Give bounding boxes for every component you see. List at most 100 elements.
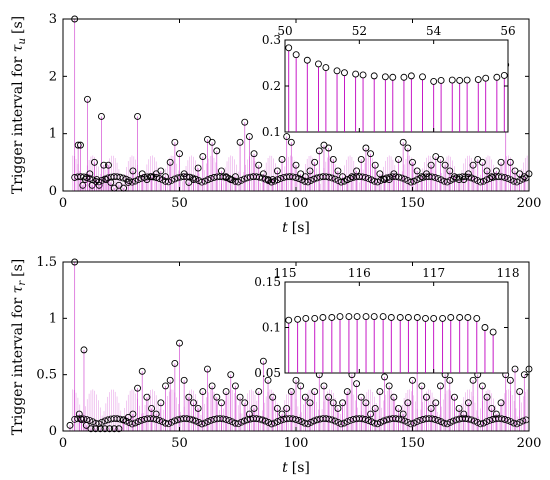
data-point	[306, 399, 314, 407]
data-point	[297, 382, 305, 390]
data-point	[410, 419, 418, 427]
data-point	[498, 173, 506, 181]
data-point	[171, 175, 179, 183]
y-tick-label: 1	[49, 311, 57, 326]
inset-point	[407, 72, 415, 80]
data-point	[501, 174, 509, 181]
data-point	[311, 388, 319, 396]
data-point	[198, 420, 206, 428]
data-point	[128, 178, 136, 186]
data-point	[480, 419, 487, 427]
data-point	[256, 415, 263, 423]
bottom-inset-frame	[284, 281, 509, 374]
data-point	[311, 158, 319, 166]
data-point	[236, 138, 244, 146]
data-point	[166, 376, 174, 384]
data-point	[353, 380, 361, 388]
data-point	[329, 399, 337, 407]
data-point	[283, 133, 291, 140]
data-point	[507, 418, 515, 426]
data-point	[207, 175, 215, 182]
data-point	[273, 405, 281, 412]
data-point	[222, 416, 230, 423]
data-point	[390, 393, 398, 401]
y-tick-label: 0.5	[36, 368, 57, 383]
data-point	[486, 416, 494, 424]
inset-point	[336, 313, 344, 321]
data-point	[131, 419, 139, 427]
x-tick-label: 0	[59, 196, 67, 211]
data-point	[469, 376, 477, 384]
inset-point	[463, 76, 471, 84]
data-point	[134, 176, 142, 184]
inset-point	[362, 313, 370, 321]
data-point	[455, 405, 463, 412]
inset-point	[341, 69, 348, 77]
data-point	[428, 415, 436, 423]
data-point	[328, 174, 336, 182]
data-point	[377, 177, 384, 184]
data-point	[207, 416, 215, 424]
bottom-ticks: 0 50 100 150 200 0 0.5 1 1.5	[36, 255, 541, 451]
data-point	[157, 399, 165, 407]
data-point	[104, 161, 112, 169]
data-point	[516, 177, 524, 184]
data-point	[250, 405, 258, 412]
inset-point	[285, 316, 293, 324]
data-point	[176, 339, 183, 347]
data-point	[477, 178, 484, 186]
data-point	[236, 393, 244, 401]
data-point	[192, 175, 200, 183]
inset-point	[315, 60, 322, 68]
inset-point	[396, 314, 404, 321]
data-point	[287, 138, 295, 146]
inset-point	[311, 314, 319, 322]
data-point	[217, 399, 225, 407]
data-point	[413, 176, 421, 184]
data-point	[153, 174, 160, 181]
data-point	[357, 393, 365, 401]
data-point	[271, 419, 278, 427]
data-point	[225, 175, 233, 182]
inset-point	[439, 314, 447, 322]
inset-point	[464, 314, 472, 321]
data-point	[315, 147, 323, 155]
data-point	[501, 416, 509, 423]
data-point	[159, 418, 166, 426]
x-tick-label: 100	[284, 196, 309, 211]
inset-point	[430, 314, 438, 322]
data-point	[255, 161, 263, 169]
data-point	[150, 415, 157, 423]
data-point	[138, 367, 146, 375]
data-point	[488, 405, 496, 412]
data-point	[79, 181, 87, 189]
data-point	[213, 147, 221, 155]
inset-x-tick-label: 50	[277, 24, 292, 38]
data-point	[427, 161, 435, 169]
inset-point	[353, 313, 361, 321]
data-point	[228, 418, 236, 426]
top-x-axis-label: t [s]	[282, 220, 310, 236]
inset-x-tick-label: 118	[497, 266, 520, 280]
inset-point	[456, 77, 464, 84]
data-point	[377, 418, 384, 426]
data-point	[468, 416, 475, 424]
inset-point	[319, 314, 327, 321]
data-point	[80, 173, 88, 181]
data-point	[100, 161, 108, 169]
data-point	[516, 418, 524, 426]
data-point	[166, 158, 174, 166]
data-point	[450, 393, 458, 401]
inset-point	[500, 71, 508, 79]
inset-point	[292, 51, 300, 59]
data-point	[259, 357, 267, 365]
top-plot-area	[71, 15, 533, 192]
data-point	[292, 416, 300, 423]
data-point	[511, 365, 519, 373]
data-point	[371, 161, 379, 169]
data-point	[398, 416, 406, 424]
data-point	[478, 382, 486, 390]
inset-point	[333, 67, 341, 75]
data-point	[428, 173, 436, 181]
y-tick-label: 0	[49, 424, 57, 439]
